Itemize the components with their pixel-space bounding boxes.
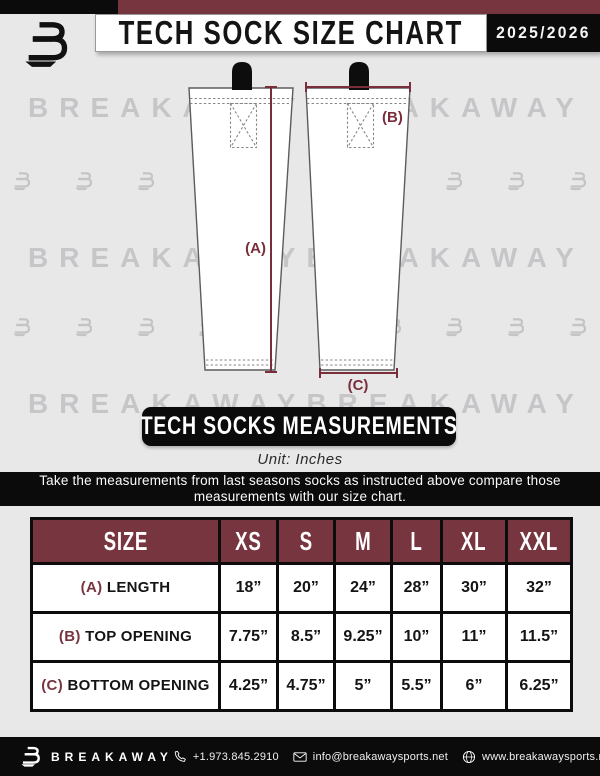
value-cell: 11” — [440, 611, 508, 663]
col-header-xxl: XXL — [505, 517, 573, 565]
value-cell: 4.75” — [276, 660, 336, 712]
page-title: TECH SOCK SIZE CHART — [118, 14, 464, 51]
sock-hanger-tab — [349, 62, 369, 90]
value-cell: 24” — [333, 562, 393, 614]
breakaway-logo-icon — [20, 744, 42, 769]
label-c: (C) — [348, 377, 369, 394]
globe-icon — [462, 750, 476, 763]
measurements-banner-title: TECH SOCKS MEASUREMENTS — [140, 412, 458, 440]
envelope-icon — [293, 751, 307, 762]
value-cell: 7.75” — [218, 611, 279, 663]
value-cell: 6.25” — [505, 660, 573, 712]
phone-number: +1.973.845.2910 — [192, 750, 279, 763]
front-sock-illustration — [188, 62, 294, 371]
top-accent-bar-black-segment — [0, 0, 118, 14]
sock-diagram-section: BREAKAWAY BREAKAWAY BREAKAWAY BREAKAWAY … — [0, 52, 600, 472]
unit-note: Unit: Inches — [257, 451, 343, 468]
col-header-l: L — [390, 517, 443, 565]
season-label: 2025/2026 — [496, 23, 591, 42]
size-table-header-row: SIZE XS S M L XL XXL — [30, 517, 573, 565]
footer-bar: BREAKAWAY +1.973.845.2910 info@breakaway… — [0, 737, 600, 776]
col-header-m: M — [333, 517, 393, 565]
footer-contact-group: +1.973.845.2910 info@breakawaysports.net… — [173, 750, 600, 764]
col-header-s: S — [276, 517, 336, 565]
col-header-xs: XS — [218, 517, 279, 565]
value-cell: 28” — [390, 562, 443, 614]
stitch-patch — [229, 102, 258, 149]
footer-brand-name: BREAKAWAY — [51, 749, 173, 764]
value-cell: 18” — [218, 562, 279, 614]
instruction-line-1: Take the measurements from last seasons … — [39, 473, 561, 488]
value-cell: 4.25” — [218, 660, 279, 712]
table-row-bottom-opening: (C) BOTTOM OPENING 4.25” 4.75” 5” 5.5” 6… — [30, 660, 573, 712]
value-cell: 32” — [505, 562, 573, 614]
value-cell: 9.25” — [333, 611, 393, 663]
value-cell: 30” — [440, 562, 508, 614]
breakaway-logo-icon — [22, 16, 72, 72]
table-row-top-opening: (B) TOP OPENING 7.75” 8.5” 9.25” 10” 11”… — [30, 611, 573, 663]
value-cell: 11.5” — [505, 611, 573, 663]
value-cell: 10” — [390, 611, 443, 663]
sock-measurement-diagram: (A) (B) (C) — [188, 62, 411, 394]
value-cell: 5” — [333, 660, 393, 712]
table-row-length: (A) LENGTH 18” 20” 24” 28” 30” 32” — [30, 562, 573, 614]
instruction-line-2: measurements with our size chart. — [193, 489, 407, 504]
instruction-banner: Take the measurements from last seasons … — [0, 472, 600, 506]
sock-hanger-tab — [232, 62, 252, 90]
measurements-banner: TECH SOCKS MEASUREMENTS — [140, 407, 458, 446]
email-address: info@breakawaysports.net — [312, 750, 448, 763]
phone-contact: +1.973.845.2910 — [173, 750, 279, 764]
measurement-lines — [265, 82, 411, 378]
value-cell: 5.5” — [390, 660, 443, 712]
email-contact: info@breakawaysports.net — [293, 750, 448, 764]
website-contact: www.breakawaysports.net — [462, 750, 600, 764]
stitch-patch — [346, 102, 375, 149]
season-badge: 2025/2026 — [487, 14, 600, 52]
value-cell: 8.5” — [276, 611, 336, 663]
footer-brand: BREAKAWAY — [20, 744, 173, 769]
phone-icon — [174, 750, 186, 762]
label-a: (A) — [245, 240, 266, 257]
value-cell: 6” — [440, 660, 508, 712]
col-header-xl: XL — [440, 517, 508, 565]
label-b: (B) — [382, 109, 403, 126]
size-chart-table-container: SIZE XS S M L XL XXL (A) LENGTH 18” 20” … — [30, 517, 573, 712]
row-label-cell: (B) TOP OPENING — [30, 611, 221, 663]
size-chart-table: SIZE XS S M L XL XXL (A) LENGTH 18” 20” … — [30, 517, 573, 712]
row-label-cell: (A) LENGTH — [30, 562, 221, 614]
top-accent-bar — [0, 0, 600, 14]
title-banner: TECH SOCK SIZE CHART — [95, 14, 487, 52]
col-header-size: SIZE — [30, 517, 221, 565]
website-url: www.breakawaysports.net — [482, 750, 600, 763]
row-label-cell: (C) BOTTOM OPENING — [30, 660, 221, 712]
value-cell: 20” — [276, 562, 336, 614]
